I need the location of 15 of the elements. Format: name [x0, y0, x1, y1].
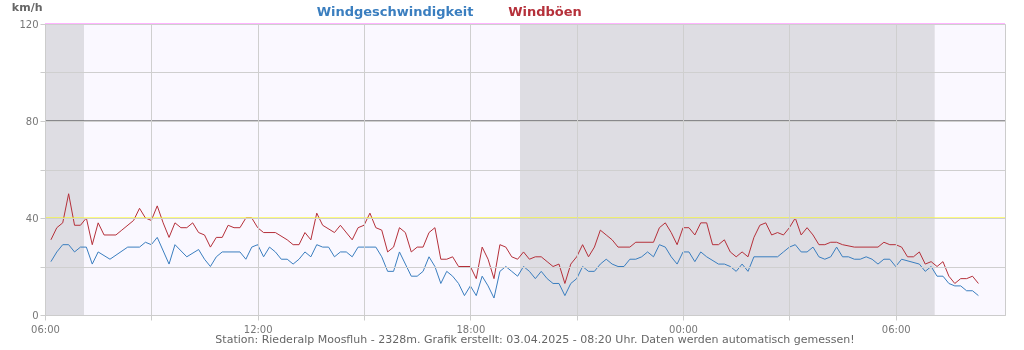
x-tick-label: 06:00	[881, 323, 911, 335]
x-tick-label: 18:00	[456, 323, 486, 335]
x-tick-label: 00:00	[669, 323, 698, 335]
text: Windgeschwindigkeit	[316, 4, 474, 19]
y-tick-label: 0	[32, 309, 39, 321]
y-tick-label: 120	[19, 18, 39, 30]
line-series	[50, 236, 979, 299]
text: Windböen	[508, 4, 582, 19]
y-axis-title: km/h	[11, 0, 43, 14]
text: Station: Riederalp Moosfluh - 2328m. Grafik erstellt: 03.04.2025 - 08:20 Uhr. Daten werden automatisch gemessen!	[215, 333, 855, 346]
x-tick-label: 12:00	[243, 323, 273, 335]
y-tick-label: 40	[25, 212, 39, 224]
x-tick-label: 06:00	[31, 323, 60, 335]
line-series	[50, 193, 979, 284]
y-tick-label: 80	[25, 115, 39, 127]
